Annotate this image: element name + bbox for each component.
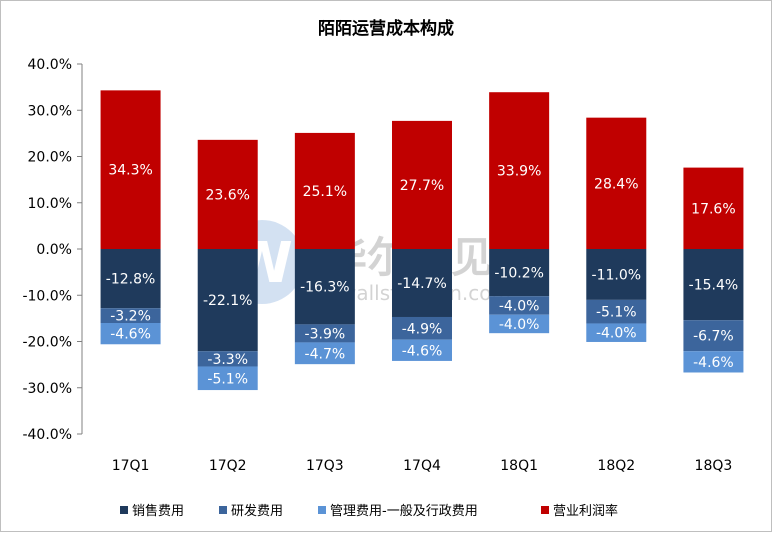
x-tick-label: 17Q1	[112, 458, 150, 474]
bar	[683, 320, 744, 352]
bar	[294, 249, 355, 325]
bar	[294, 324, 355, 343]
bar	[100, 90, 161, 249]
legend-swatch	[219, 506, 227, 514]
bar	[683, 249, 744, 321]
data-label: 27.7%	[400, 178, 444, 194]
bar	[489, 92, 550, 250]
data-label: -4.7%	[305, 346, 346, 362]
data-label: -10.2%	[494, 266, 544, 282]
data-label: -15.4%	[689, 278, 739, 294]
y-tick-label: 10.0%	[28, 196, 72, 212]
bar	[100, 249, 161, 309]
legend: 销售费用 研发费用 管理费用-一般及行政费用 营业利润率	[120, 503, 618, 519]
bar	[489, 296, 550, 315]
data-label: -14.7%	[397, 276, 447, 292]
data-label: -12.8%	[106, 272, 156, 288]
x-tick-label: 17Q4	[403, 458, 441, 474]
bar	[294, 132, 355, 249]
data-label: 23.6%	[205, 187, 249, 203]
data-label: -4.0%	[596, 326, 637, 342]
data-label: -4.6%	[693, 355, 734, 371]
y-tick-label: 40.0%	[28, 57, 72, 73]
x-tick-label: 18Q1	[500, 458, 538, 474]
bar	[489, 314, 550, 334]
data-label: 17.6%	[691, 201, 735, 217]
bar	[100, 308, 161, 323]
bar	[197, 249, 258, 352]
bar	[197, 351, 258, 367]
bar	[294, 342, 355, 365]
bar	[392, 120, 452, 249]
legend-item: 管理费用-一般及行政费用	[318, 503, 478, 519]
legend-item: 营业利润率	[541, 503, 618, 519]
y-axis: 40.0% 30.0% 20.0% 10.0% 0.0% -10.0% -20.0% -30.…	[22, 57, 83, 443]
data-label: -5.1%	[207, 371, 248, 387]
y-tick-label: 0.0%	[36, 242, 72, 258]
y-tick-label: -40.0%	[22, 427, 72, 443]
data-label: -4.6%	[402, 343, 443, 359]
data-label: 34.3%	[108, 163, 152, 179]
legend-item: 销售费用	[120, 503, 184, 519]
x-axis-categories: 17Q1 17Q2 17Q3 17Q4 18Q1 18Q2 18Q3	[112, 458, 733, 474]
y-tick-label: 30.0%	[28, 103, 72, 119]
x-tick-label: 18Q3	[695, 458, 733, 474]
y-tick-label: 20.0%	[28, 150, 72, 166]
data-label: -3.2%	[110, 309, 151, 325]
bar	[392, 339, 452, 361]
bar	[586, 323, 647, 342]
data-label: 25.1%	[303, 184, 347, 200]
x-tick-label: 17Q2	[209, 458, 247, 474]
bar	[683, 167, 744, 249]
data-label: -16.3%	[300, 280, 350, 296]
data-label: -3.3%	[207, 352, 248, 368]
data-label: -6.7%	[693, 329, 734, 345]
legend-item: 研发费用	[219, 503, 283, 519]
data-label: -22.1%	[203, 293, 253, 309]
bar	[586, 249, 647, 300]
legend-label: 管理费用-一般及行政费用	[330, 503, 478, 519]
data-label: 33.9%	[497, 164, 541, 180]
bar	[489, 249, 550, 297]
bar	[586, 299, 647, 324]
chart-title: 陌陌运营成本构成	[318, 18, 454, 39]
bar	[100, 323, 161, 345]
data-label: -4.6%	[110, 327, 151, 343]
data-label: -4.9%	[402, 321, 443, 337]
data-label: -11.0%	[592, 267, 642, 283]
legend-swatch	[120, 506, 128, 514]
legend-label: 营业利润率	[553, 503, 618, 519]
x-tick-label: 18Q2	[597, 458, 635, 474]
bar	[197, 139, 258, 249]
data-labels: -12.8% -3.2% -4.6% 34.3% -22.1% -3.3% -5.1% 23.…	[106, 163, 738, 388]
bar	[392, 249, 452, 317]
data-label: -4.0%	[499, 298, 540, 314]
legend-swatch	[318, 506, 326, 514]
y-tick-label: -30.0%	[22, 381, 72, 397]
bar	[683, 351, 744, 373]
bars	[100, 90, 744, 391]
x-tick-label: 17Q3	[306, 458, 344, 474]
y-tick-label: -20.0%	[22, 335, 72, 351]
legend-swatch	[541, 506, 549, 514]
data-label: -4.0%	[499, 317, 540, 333]
watermark: W 华尔街见闻 wallstreetcn.com	[220, 220, 535, 305]
y-tick-label: -10.0%	[22, 288, 72, 304]
data-label: 28.4%	[594, 176, 638, 192]
data-label: -5.1%	[596, 305, 637, 321]
legend-label: 销售费用	[132, 503, 184, 519]
data-label: -3.9%	[305, 326, 346, 342]
bar	[586, 117, 647, 250]
legend-label: 研发费用	[231, 503, 283, 519]
bar	[392, 316, 452, 340]
bar	[197, 366, 258, 391]
